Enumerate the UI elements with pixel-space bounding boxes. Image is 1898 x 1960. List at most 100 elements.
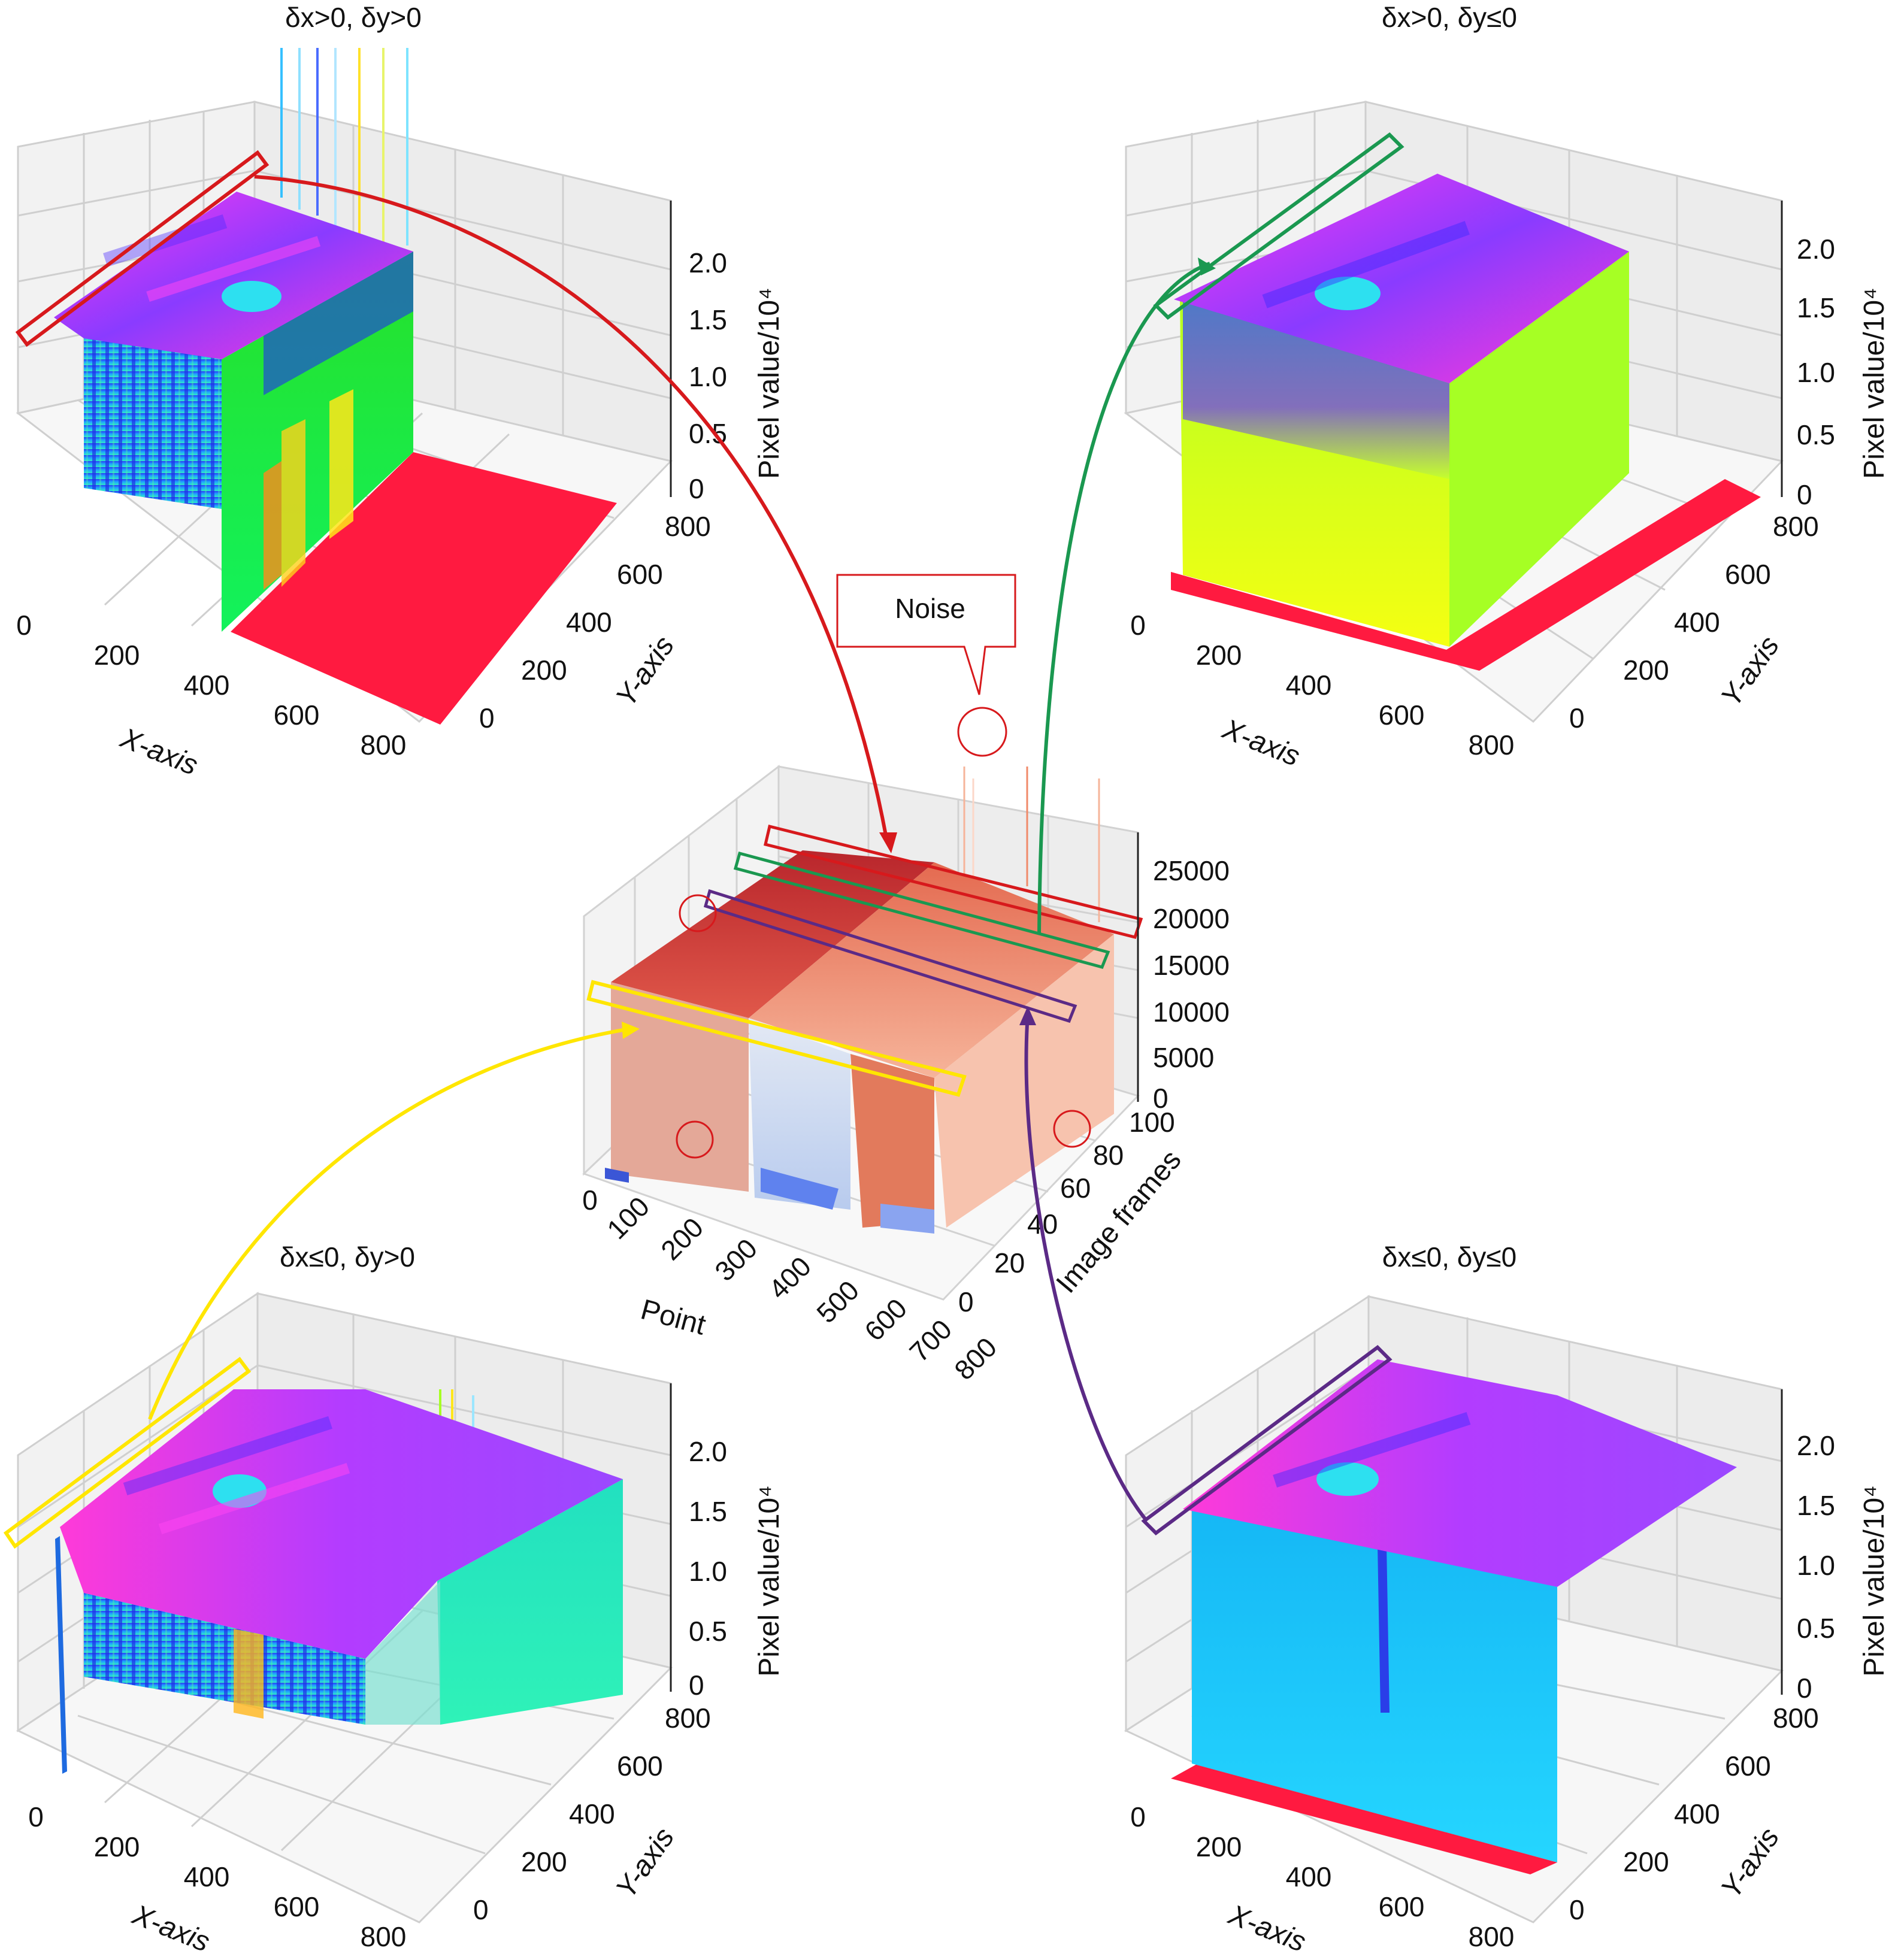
z-tick: 5000 bbox=[1153, 1042, 1214, 1073]
z-tick: 1.0 bbox=[1797, 357, 1835, 388]
x-tick: 400 bbox=[1286, 1861, 1332, 1892]
y-tick: 800 bbox=[1773, 511, 1819, 542]
z-tick: 2.0 bbox=[1797, 234, 1835, 265]
z-tick: 1.0 bbox=[689, 1556, 727, 1587]
z-tick: 2.0 bbox=[689, 247, 727, 278]
y-tick: 200 bbox=[1623, 655, 1669, 686]
z-tick: 1.5 bbox=[1797, 1490, 1835, 1521]
x-tick: 200 bbox=[94, 640, 140, 671]
highlight-box-purple bbox=[703, 889, 1077, 1023]
y-axis-label: Y-axis bbox=[610, 631, 680, 713]
y-tick: 0 bbox=[473, 1894, 489, 1925]
x-tick: 600 bbox=[1379, 1891, 1425, 1922]
x-tick: 400 bbox=[1286, 670, 1332, 701]
y-axis-label: Y-axis bbox=[1715, 631, 1785, 713]
y-axis-label: Y-axis bbox=[1715, 1822, 1785, 1904]
surface-front-wall bbox=[84, 335, 222, 509]
x-tick: 600 bbox=[858, 1292, 913, 1347]
x-tick: 800 bbox=[361, 1921, 407, 1952]
connector-purple bbox=[1024, 1023, 1149, 1522]
y-tick: 0 bbox=[1569, 1894, 1585, 1925]
y-tick: 400 bbox=[566, 607, 612, 638]
surface-blue-spike bbox=[55, 1536, 67, 1774]
x-tick: 800 bbox=[361, 729, 407, 761]
z-tick: 1.0 bbox=[1797, 1550, 1835, 1581]
panel-top-left: δx>0, δy>0 bbox=[15, 2, 785, 781]
x-tick: 700 bbox=[903, 1313, 958, 1368]
x-tick: 0 bbox=[1130, 1801, 1146, 1832]
arrowhead-yellow bbox=[622, 1022, 640, 1039]
y-tick: 800 bbox=[665, 1702, 711, 1734]
surface-top bbox=[54, 192, 413, 359]
surface-front-wall bbox=[84, 1593, 365, 1725]
y-tick: 200 bbox=[1623, 1846, 1669, 1877]
z-axis-label: Pixel value/10⁴ bbox=[753, 287, 785, 478]
y-tick: 400 bbox=[1674, 607, 1720, 638]
x-axis-label: X-axis bbox=[116, 722, 202, 781]
y-tick: 600 bbox=[1725, 1750, 1771, 1782]
connectors bbox=[148, 175, 1216, 1522]
z-tick: 2.0 bbox=[1797, 1430, 1835, 1461]
z-tick: 1.0 bbox=[689, 361, 727, 392]
panel-bottom-right: δx≤0, δy≤0 2.0 1.5 1.0 0.5 0 Pixel value… bbox=[1124, 1241, 1890, 1958]
z-tick: 0 bbox=[1797, 1673, 1812, 1704]
x-tick: 600 bbox=[1379, 699, 1425, 731]
x-tick: 800 bbox=[1469, 729, 1515, 761]
z-tick: 25000 bbox=[1153, 855, 1230, 886]
surface-front-wall bbox=[611, 982, 749, 1192]
noise-circle bbox=[676, 1120, 714, 1159]
z-tick: 0 bbox=[1153, 1083, 1169, 1114]
highlight-box-purple bbox=[1141, 1345, 1393, 1535]
y-tick: 800 bbox=[665, 511, 711, 542]
y-tick: 800 bbox=[1773, 1702, 1819, 1734]
z-tick: 0 bbox=[1797, 479, 1812, 510]
z-tick: 20000 bbox=[1153, 903, 1230, 934]
y-tick: 0 bbox=[958, 1286, 974, 1317]
y-axis-label: Y-axis bbox=[610, 1822, 680, 1904]
highlight-box-green bbox=[733, 851, 1110, 969]
highlight-box-green bbox=[1153, 132, 1404, 320]
arrowhead-purple bbox=[1019, 1006, 1036, 1025]
x-tick: 0 bbox=[16, 610, 32, 641]
floor-region bbox=[1171, 479, 1761, 671]
x-tick: 300 bbox=[709, 1232, 763, 1287]
x-axis-label: X-axis bbox=[128, 1899, 214, 1958]
surface-top bbox=[1174, 174, 1629, 383]
surface-side-wall bbox=[437, 1479, 623, 1725]
z-tick: 15000 bbox=[1153, 950, 1230, 981]
panel-title: δx>0, δy≤0 bbox=[1382, 2, 1517, 33]
x-tick: 500 bbox=[810, 1274, 865, 1329]
x-tick: 400 bbox=[184, 670, 230, 701]
arrowhead-red bbox=[879, 832, 897, 853]
x-tick: 400 bbox=[762, 1250, 817, 1305]
y-tick: 60 bbox=[1060, 1173, 1091, 1204]
x-tick: 800 bbox=[1469, 1921, 1515, 1952]
x-tick: 800 bbox=[948, 1331, 1003, 1386]
z-tick: 2.0 bbox=[689, 1436, 727, 1467]
noise-circle bbox=[1053, 1110, 1091, 1148]
highlight-box-red bbox=[15, 150, 270, 347]
noise-callout bbox=[836, 574, 1016, 695]
z-axis-label: Pixel value/10⁴ bbox=[1858, 1485, 1890, 1676]
noise-label: Noise bbox=[895, 593, 965, 624]
y-tick: 20 bbox=[994, 1247, 1025, 1279]
connector-yellow bbox=[148, 1028, 623, 1420]
x-tick: 600 bbox=[274, 699, 320, 731]
arrowhead-green bbox=[1198, 258, 1216, 275]
z-tick: 0 bbox=[689, 473, 704, 504]
y-tick: 100 bbox=[1129, 1107, 1175, 1138]
x-axis-label: Point bbox=[637, 1293, 709, 1341]
y-tick: 200 bbox=[521, 1846, 567, 1877]
y-tick: 80 bbox=[1093, 1140, 1124, 1171]
y-tick: 200 bbox=[521, 655, 567, 686]
z-axis-label: Pixel value/10⁴ bbox=[753, 1485, 785, 1676]
y-tick: 0 bbox=[479, 702, 495, 734]
floor-region bbox=[1171, 1764, 1557, 1874]
panel-title: δx>0, δy>0 bbox=[285, 2, 422, 33]
surface-top bbox=[611, 850, 934, 1018]
z-tick: 10000 bbox=[1153, 996, 1230, 1028]
y-tick: 0 bbox=[1569, 702, 1585, 734]
z-axis-label: Pixel value/10⁴ bbox=[1858, 287, 1890, 478]
connector-red bbox=[254, 175, 888, 839]
